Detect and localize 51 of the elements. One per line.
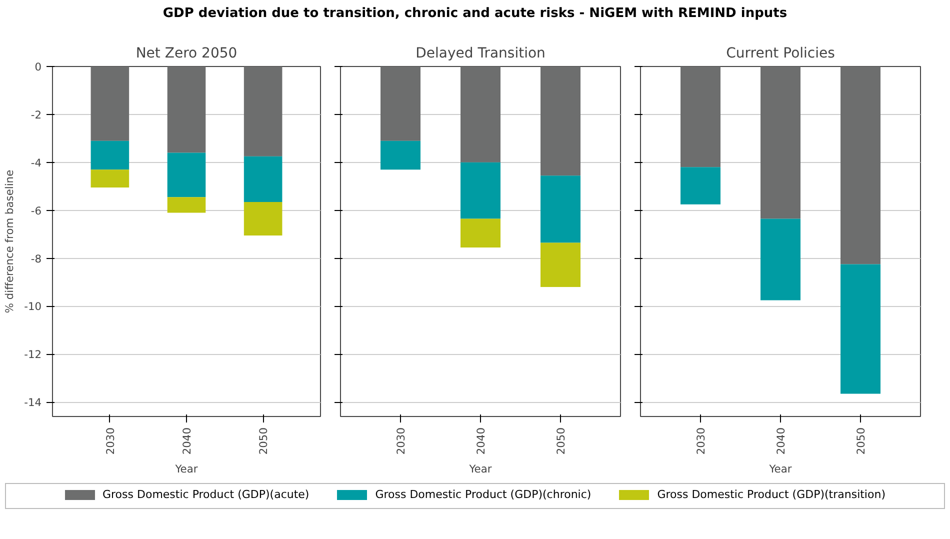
bar: [380, 66, 420, 141]
bar: [540, 66, 580, 176]
y-tick-label: -10: [24, 300, 42, 314]
text: GDP deviation due to transition, chronic and acute risks - NiGEM with REMIND inputs: [162, 5, 788, 23]
bar: [90, 140, 130, 170]
y-tick-label: -4: [30, 156, 42, 170]
bar: [460, 162, 500, 219]
x-tick-label: 2030: [694, 427, 708, 455]
y-tick-label: -14: [24, 396, 42, 410]
bar: [244, 66, 282, 156]
chart-subtitle: Delayed Transition: [416, 46, 546, 62]
chart-subtitle: Current Policies: [726, 46, 835, 62]
x-axis-title: Year: [768, 462, 792, 476]
x-tick-label: 2030: [394, 427, 408, 455]
x-tick-label: 2050: [854, 427, 868, 455]
chart-subtitle: Net Zero 2050: [136, 46, 238, 62]
bar: [840, 264, 880, 394]
bar: [90, 170, 130, 188]
bar: [244, 202, 282, 236]
bar: [760, 66, 800, 219]
y-tick-label: -8: [30, 252, 42, 266]
x-tick-label: 2040: [180, 427, 194, 455]
bar: [680, 167, 720, 204]
y-tick-label: -6: [30, 204, 42, 218]
bar: [840, 66, 880, 264]
bar: [460, 218, 500, 248]
y-axis-title: % difference from baseline: [3, 170, 16, 314]
y-tick-label: -2: [30, 108, 42, 122]
bar: [760, 218, 800, 300]
bar: [167, 152, 206, 198]
x-tick-label: 2040: [774, 427, 788, 455]
x-tick-label: 2050: [554, 427, 568, 455]
x-tick-label: 2030: [104, 427, 117, 455]
bar: [167, 197, 206, 213]
x-axis-title: Year: [174, 462, 198, 476]
bar: [244, 156, 282, 202]
bar: [680, 66, 720, 168]
legend-label: Gross Domestic Product (GDP)(transition): [656, 487, 886, 503]
x-tick-label: 2040: [474, 427, 488, 455]
bar: [460, 66, 500, 162]
bar: [540, 242, 580, 288]
x-axis-title: Year: [468, 462, 492, 476]
y-tick-label: 0: [34, 60, 42, 74]
bar: [167, 66, 206, 153]
bar: [90, 66, 130, 141]
y-tick-label: -12: [24, 348, 42, 362]
legend-label: Gross Domestic Product (GDP)(chronic): [374, 487, 592, 503]
bar: [380, 140, 420, 170]
legend-label: Gross Domestic Product (GDP)(acute): [102, 487, 310, 503]
bar: [540, 176, 580, 243]
x-tick-label: 2050: [257, 427, 270, 455]
